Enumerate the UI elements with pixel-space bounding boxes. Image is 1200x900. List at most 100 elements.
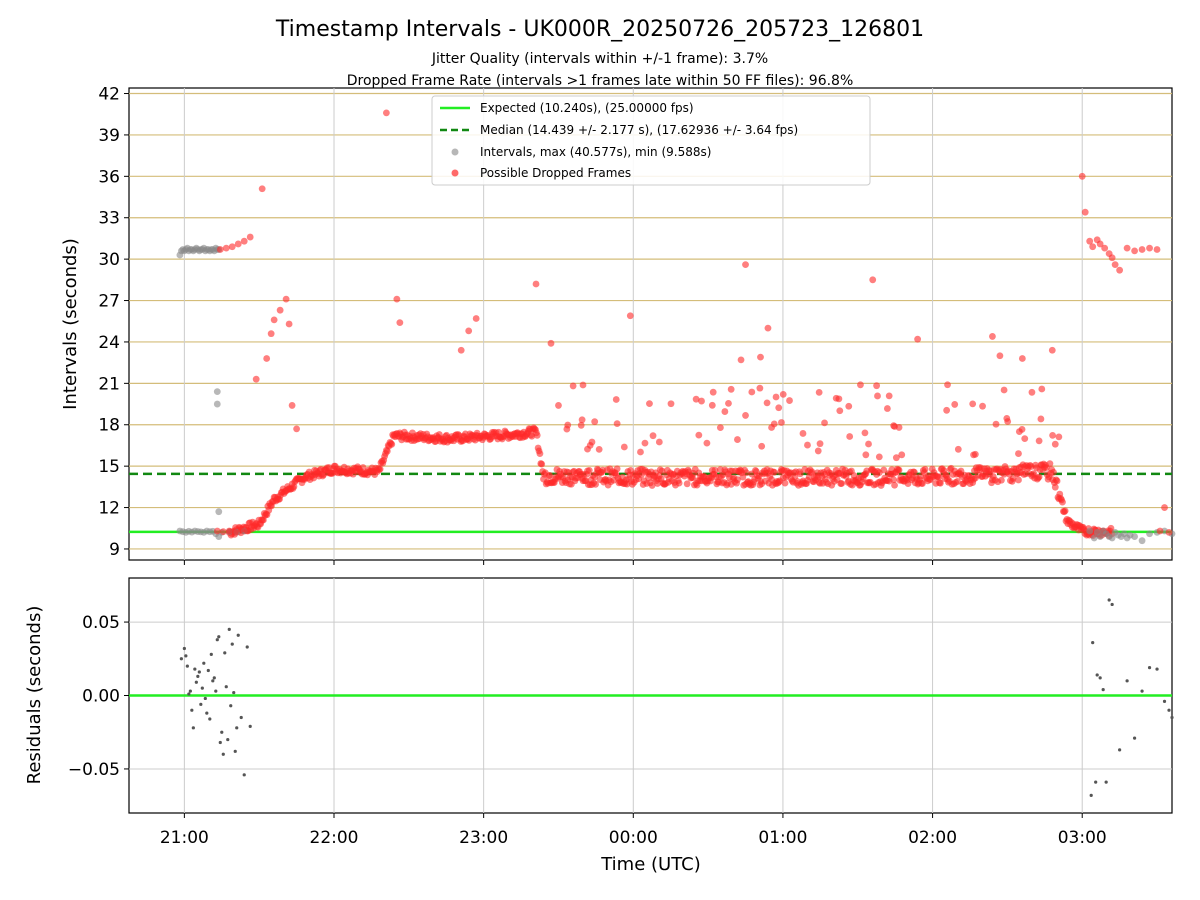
dropped-frame-point bbox=[388, 440, 396, 448]
dropped-frame-point bbox=[555, 402, 562, 409]
dropped-frame-point bbox=[1049, 431, 1056, 439]
residual-point bbox=[227, 627, 231, 632]
dropped-frame-point bbox=[382, 109, 390, 117]
residual-point bbox=[187, 692, 191, 696]
dropped-frame-point bbox=[620, 443, 628, 451]
dropped-frame-point bbox=[796, 470, 804, 478]
dropped-frame-point bbox=[865, 440, 872, 448]
dropped-frame-point bbox=[1089, 243, 1097, 251]
residual-point bbox=[226, 737, 230, 742]
dropped-frame-point bbox=[1000, 386, 1008, 394]
residuals-x-ticks: 21:00 22:00 23:00 00:00 01:00 02:00 03:00 bbox=[160, 813, 1107, 848]
dropped-frame-point bbox=[1015, 450, 1022, 457]
residual-point bbox=[217, 635, 221, 639]
dropped-frame-point bbox=[910, 468, 918, 476]
dropped-frame-point bbox=[234, 240, 242, 248]
interval-point bbox=[213, 400, 221, 408]
dropped-frame-point bbox=[655, 438, 663, 446]
dropped-frame-point bbox=[546, 472, 554, 479]
dropped-frame-point bbox=[951, 401, 959, 408]
dropped-frame-point bbox=[1086, 237, 1094, 245]
residual-point bbox=[1155, 667, 1159, 671]
residual-point bbox=[182, 646, 186, 651]
residual-point bbox=[1118, 748, 1122, 752]
dropped-frame-point bbox=[786, 397, 793, 404]
dropped-frame-point bbox=[764, 324, 772, 332]
dropped-frame-point bbox=[918, 480, 926, 487]
dropped-frame-point bbox=[1018, 355, 1026, 362]
dropped-frame-point bbox=[969, 400, 977, 408]
dropped-frame-point bbox=[799, 430, 807, 437]
dropped-frame-point bbox=[821, 419, 828, 427]
dropped-frame-point bbox=[1116, 266, 1124, 274]
residual-point bbox=[202, 661, 206, 665]
residual-point bbox=[1089, 793, 1093, 797]
residual-point bbox=[218, 740, 222, 745]
legend-median-label: Median (14.439 +/- 2.177 s), (17.62936 +… bbox=[480, 123, 798, 137]
dropped-frame-point bbox=[267, 330, 275, 338]
dropped-frame-point bbox=[698, 397, 705, 405]
dropped-frame-point bbox=[880, 466, 888, 474]
dropped-frame-point bbox=[376, 465, 384, 473]
y-tick-label: 9 bbox=[109, 540, 120, 560]
dropped-frame-point bbox=[1028, 388, 1036, 396]
dropped-frame-point bbox=[835, 395, 843, 403]
x-tick-label: 02:00 bbox=[908, 828, 957, 848]
dropped-frame-point bbox=[861, 429, 869, 437]
dropped-frame-point bbox=[883, 405, 891, 412]
residual-point bbox=[211, 679, 215, 683]
dropped-frame-point bbox=[1048, 346, 1056, 354]
residual-point bbox=[203, 696, 207, 701]
dropped-frame-point bbox=[1096, 240, 1104, 248]
legend-intervals-label: Intervals, max (40.577s), min (9.588s) bbox=[480, 145, 711, 159]
dropped-frame-point bbox=[1009, 475, 1017, 482]
residual-point bbox=[1104, 780, 1108, 784]
dropped-frame-point bbox=[282, 295, 290, 303]
intervals-x-ticks bbox=[183, 560, 1083, 565]
dropped-frame-point bbox=[1138, 246, 1146, 253]
dropped-frame-point bbox=[885, 392, 893, 400]
residual-point bbox=[1140, 689, 1144, 693]
residual-point bbox=[196, 674, 200, 679]
interval-points bbox=[176, 109, 1176, 545]
residual-point bbox=[1091, 641, 1095, 645]
y-tick-label: 33 bbox=[98, 209, 120, 229]
dropped-frame-point bbox=[954, 445, 962, 453]
dropped-frame-point bbox=[213, 527, 221, 535]
dropped-frame-point bbox=[219, 528, 227, 536]
dropped-frame-point bbox=[1050, 468, 1057, 476]
dropped-frame-point bbox=[1161, 504, 1168, 511]
dropped-frame-point bbox=[836, 407, 844, 415]
residual-point bbox=[1125, 679, 1129, 683]
residual-point bbox=[214, 689, 218, 693]
dropped-frame-point bbox=[1061, 507, 1069, 515]
dropped-frame-point bbox=[936, 479, 944, 487]
dropped-frame-point bbox=[231, 528, 239, 536]
dropped-frame-point bbox=[252, 375, 260, 383]
y-tick-label: 0.05 bbox=[82, 613, 120, 633]
dropped-frame-point bbox=[727, 385, 735, 393]
x-axis-label: Time (UTC) bbox=[600, 854, 701, 875]
dropped-frame-point bbox=[613, 420, 621, 428]
residual-point bbox=[190, 708, 194, 712]
dropped-frame-point bbox=[585, 467, 593, 474]
residual-point bbox=[208, 717, 212, 721]
dropped-frame-point bbox=[716, 424, 724, 432]
dropped-frame-point bbox=[734, 436, 741, 443]
y-tick-label: 30 bbox=[98, 250, 120, 270]
subtitle-dropped: Dropped Frame Rate (intervals >1 frames … bbox=[347, 73, 854, 89]
dropped-frame-point bbox=[708, 401, 716, 409]
intervals-y-ticks: 9 12 15 18 21 24 27 30 33 36 39 42 bbox=[98, 85, 129, 560]
dropped-frame-point bbox=[869, 276, 877, 284]
dropped-frame-point bbox=[569, 382, 577, 390]
dropped-frame-point bbox=[721, 408, 729, 415]
residual-point bbox=[1147, 665, 1152, 670]
dropped-frame-point bbox=[1111, 261, 1119, 269]
dropped-frame-point bbox=[595, 445, 603, 453]
dropped-frame-point bbox=[971, 450, 979, 458]
dropped-frame-point bbox=[804, 441, 811, 449]
residual-point bbox=[229, 704, 233, 708]
residual-point bbox=[209, 652, 213, 656]
dropped-frame-point bbox=[646, 400, 653, 408]
